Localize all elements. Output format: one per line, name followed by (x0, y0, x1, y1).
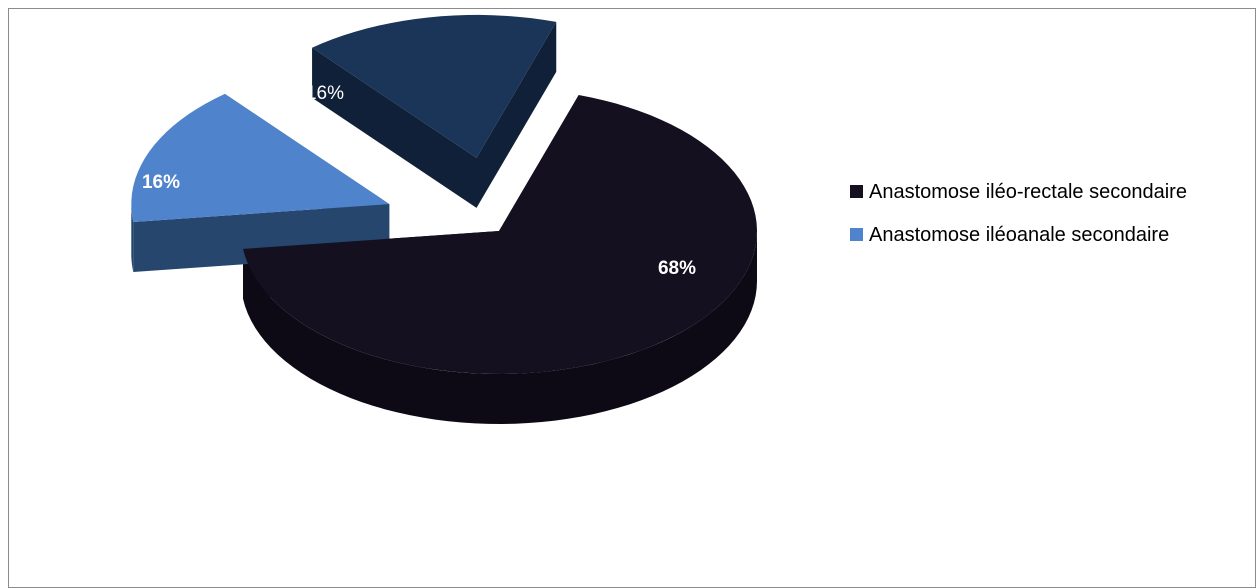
legend-label: Anastomose iléo-rectale secondaire (869, 181, 1187, 203)
pie-data-labels: 68% 16% 16% (142, 83, 696, 279)
pie-slice-wall (312, 47, 477, 208)
pie-slice (131, 93, 390, 222)
pie-data-label: 68% (658, 258, 696, 279)
pie-data-label: 16% (142, 172, 180, 193)
legend-swatch (850, 228, 863, 241)
pie-chart: 68% 16% 16% (131, 14, 757, 424)
legend: Anastomose iléo-rectale secondaire Anast… (850, 178, 1250, 264)
legend-swatch (850, 185, 863, 198)
pie-top-faces (131, 14, 757, 374)
chart-frame: 68% 16% 16% Anastomose iléo-rectale second… (8, 8, 1256, 588)
legend-entry: Anastomose iléoanale secondaire (850, 221, 1250, 250)
pie-slice-side (131, 204, 134, 272)
pie-slice-side (243, 231, 757, 424)
legend-entry: Anastomose iléo-rectale secondaire (850, 178, 1250, 207)
legend-label: Anastomose iléoanale secondaire (869, 224, 1170, 246)
pie-slice-wall (476, 21, 557, 208)
pie-data-label: 16% (306, 83, 344, 104)
pie-slice (243, 95, 757, 374)
pie-slice (312, 14, 557, 158)
